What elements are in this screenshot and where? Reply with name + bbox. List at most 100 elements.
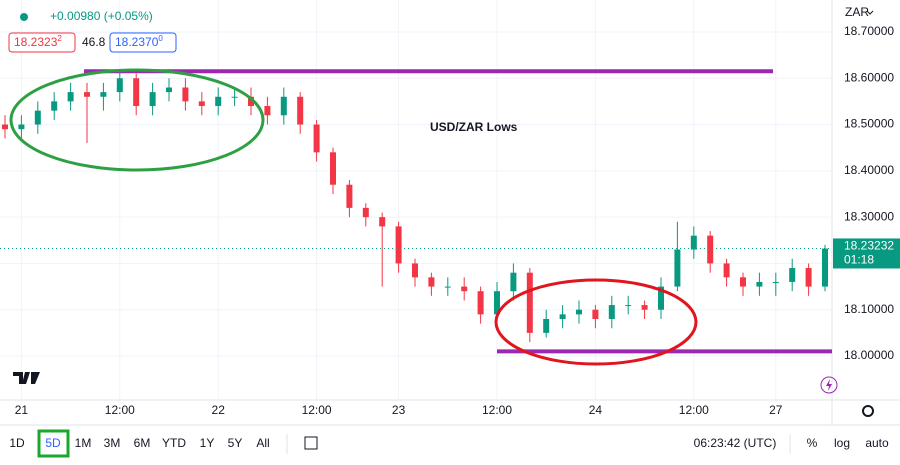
- bid-sup: 2: [57, 34, 62, 43]
- alert-bolt: [826, 379, 832, 391]
- x-tick-label: 12:00: [302, 403, 332, 417]
- candle-body: [461, 286, 468, 292]
- candle-body: [248, 96, 254, 107]
- symbol: ZAR: [845, 5, 869, 19]
- candle-body: [100, 92, 107, 97]
- candle-body: [313, 124, 320, 153]
- y-tick-label: 18.60000: [844, 70, 894, 84]
- range-button[interactable]: 3M: [104, 436, 121, 450]
- ask: 18.23700: [115, 34, 163, 49]
- candle-body: [198, 101, 205, 107]
- candle-body: [690, 235, 697, 250]
- range-button[interactable]: 5Y: [228, 436, 243, 450]
- bid-price: 18.2323: [14, 35, 58, 49]
- y-tick-label: 18.00000: [844, 348, 894, 362]
- candle-body: [822, 248, 828, 287]
- candle-body: [346, 184, 353, 208]
- bid: 18.23232: [14, 34, 62, 49]
- candle-body: [280, 96, 287, 116]
- chevron: [866, 10, 874, 15]
- candle-body: [51, 101, 58, 111]
- candle-body: [592, 309, 599, 319]
- x-tick-label: 24: [589, 403, 603, 417]
- candle-body: [510, 272, 517, 292]
- tv-logo: [13, 372, 40, 384]
- range-button[interactable]: All: [256, 436, 269, 450]
- candle-body: [641, 305, 648, 310]
- alert-icon: [820, 376, 838, 394]
- percent-toggle[interactable]: %: [807, 436, 818, 450]
- y-tick-label: 18.50000: [844, 117, 894, 131]
- log-toggle[interactable]: log: [834, 436, 850, 450]
- candle-body: [84, 92, 90, 97]
- candle-body: [428, 277, 435, 287]
- drawing-ellipse: [9, 68, 265, 172]
- candle-body: [772, 281, 779, 283]
- candle-body: [133, 78, 140, 107]
- x-tick-label: 23: [392, 403, 406, 417]
- x-tick-label: 22: [212, 403, 226, 417]
- x-tick-label: 12:00: [482, 403, 512, 417]
- candle-body: [444, 286, 451, 288]
- candle-body: [477, 291, 484, 315]
- candle-body: [330, 152, 336, 185]
- range-button[interactable]: 1D: [9, 436, 25, 450]
- candle-body: [34, 110, 41, 125]
- range-button[interactable]: YTD: [162, 436, 186, 450]
- candle-body: [379, 217, 386, 227]
- candle-body: [658, 286, 664, 310]
- candle-body: [231, 96, 238, 98]
- drawing-ellipse: [494, 278, 698, 366]
- candle-body: [740, 277, 746, 287]
- candle-body: [18, 124, 25, 130]
- candle-body: [625, 305, 632, 307]
- candle-body: [805, 268, 812, 287]
- annotation: USD/ZAR Lows: [430, 120, 518, 134]
- candle-body: [723, 263, 730, 278]
- candle-body: [215, 96, 222, 107]
- settings-icon: [862, 405, 874, 417]
- candle-body: [149, 92, 156, 107]
- x-tick-label: 27: [769, 403, 783, 417]
- candle-body: [559, 314, 566, 319]
- status-dot: [20, 13, 28, 21]
- range-button[interactable]: 1Y: [200, 436, 215, 450]
- range-button[interactable]: 1M: [75, 436, 92, 450]
- candle-body: [264, 106, 271, 116]
- y-tick-label: 18.10000: [844, 302, 894, 316]
- candle-body: [526, 272, 533, 333]
- ask-sup: 0: [158, 34, 163, 43]
- candle-body: [2, 124, 8, 130]
- y-tick-label: 18.70000: [844, 24, 894, 38]
- x-tick-label: 21: [15, 403, 29, 417]
- spread: 46.8: [82, 35, 106, 49]
- y-tick-label: 18.40000: [844, 163, 894, 177]
- candle-body: [543, 318, 550, 333]
- bid-box: [8, 32, 76, 53]
- range-button[interactable]: 5D: [45, 436, 61, 450]
- auto-toggle[interactable]: auto: [865, 436, 889, 450]
- y-tick-label: 18.30000: [844, 209, 894, 223]
- candle-body: [297, 96, 304, 125]
- x-tick-label: 12:00: [679, 403, 709, 417]
- range-button[interactable]: 6M: [134, 436, 151, 450]
- candle-body: [412, 263, 418, 278]
- candle-body: [182, 87, 189, 102]
- x-tick-label: 12:00: [105, 403, 135, 417]
- candle-body: [707, 235, 714, 264]
- candle-body: [576, 309, 582, 315]
- candle-body: [362, 207, 369, 218]
- countdown: 01:18: [844, 253, 874, 267]
- range-selected: [37, 429, 70, 458]
- candle-body: [756, 281, 763, 287]
- candle-body: [789, 268, 796, 282]
- price-label-bg: [833, 238, 900, 269]
- clock: 06:23:42 (UTC): [694, 436, 777, 450]
- ask-box: [109, 32, 177, 53]
- last-price-label: 18.23232: [844, 239, 894, 253]
- date-range-icon[interactable]: [304, 436, 318, 450]
- candle-body: [608, 305, 615, 319]
- change: +0.00980 (+0.05%): [50, 9, 153, 23]
